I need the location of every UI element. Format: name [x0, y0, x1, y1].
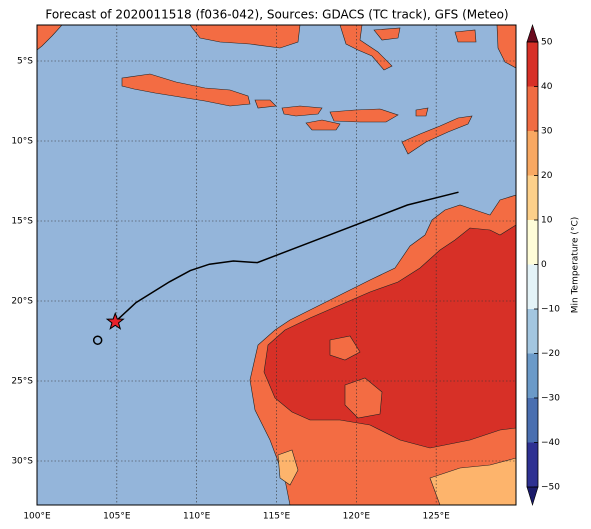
colorbar-tick-label: −10	[541, 305, 560, 315]
x-tick-label: 100°E	[23, 512, 51, 522]
land	[37, 25, 516, 505]
y-tick-label: 10°S	[11, 137, 33, 147]
colorbar-extend-top	[526, 24, 539, 43]
y-tick-label: 5°S	[17, 57, 33, 67]
colorbar-band	[527, 42, 538, 87]
x-tick-label: 115°E	[263, 512, 291, 522]
colorbar-band	[527, 442, 538, 487]
colorbar-tick-label: 10	[541, 216, 553, 226]
colorbar-label: Min Temperature (°C)	[571, 217, 581, 314]
track	[92, 191, 459, 345]
colorbar-tick-label: 50	[541, 38, 553, 48]
colorbar-extend-bottom	[526, 486, 539, 507]
colorbar-tick-label: 40	[541, 82, 553, 92]
colorbar-tick-label: 30	[541, 127, 553, 137]
colorbar-band	[527, 398, 538, 443]
track-line	[114, 191, 459, 323]
colorbar-tick-label: −20	[541, 349, 560, 359]
current-position	[105, 311, 125, 330]
colorbar-tick-label: 20	[541, 171, 553, 181]
x-tick-label: 125°E	[422, 512, 450, 522]
colorbar-tick-label: 0	[541, 260, 547, 270]
y-tick-label: 15°S	[11, 217, 33, 227]
colorbar: −50 −40 −30 −20 −10 0 10 20 30 40 50	[526, 38, 560, 493]
y-tick-label: 25°S	[11, 377, 33, 387]
colorbar-band	[527, 264, 538, 309]
x-tick-label: 105°E	[103, 512, 131, 522]
colorbar-band	[527, 220, 538, 265]
colorbar-band	[527, 309, 538, 354]
colorbar-tick-label: −30	[541, 394, 560, 404]
colorbar-band	[527, 353, 538, 398]
colorbar-band	[527, 175, 538, 220]
map-frame	[36, 24, 517, 506]
chart-title: Forecast of 2020011518 (f036-042), Sourc…	[45, 8, 508, 22]
colorbar-tick-label: −50	[541, 483, 560, 493]
map-area	[37, 25, 516, 505]
x-tick-label: 110°E	[183, 512, 211, 522]
y-tick-label: 20°S	[11, 297, 33, 307]
x-tick-label: 120°E	[343, 512, 371, 522]
colorbar-tick-label: −40	[541, 438, 560, 448]
y-tick-label: 30°S	[11, 457, 33, 467]
colorbar-band	[527, 86, 538, 131]
track-start	[92, 335, 103, 345]
colorbar-band	[527, 131, 538, 176]
